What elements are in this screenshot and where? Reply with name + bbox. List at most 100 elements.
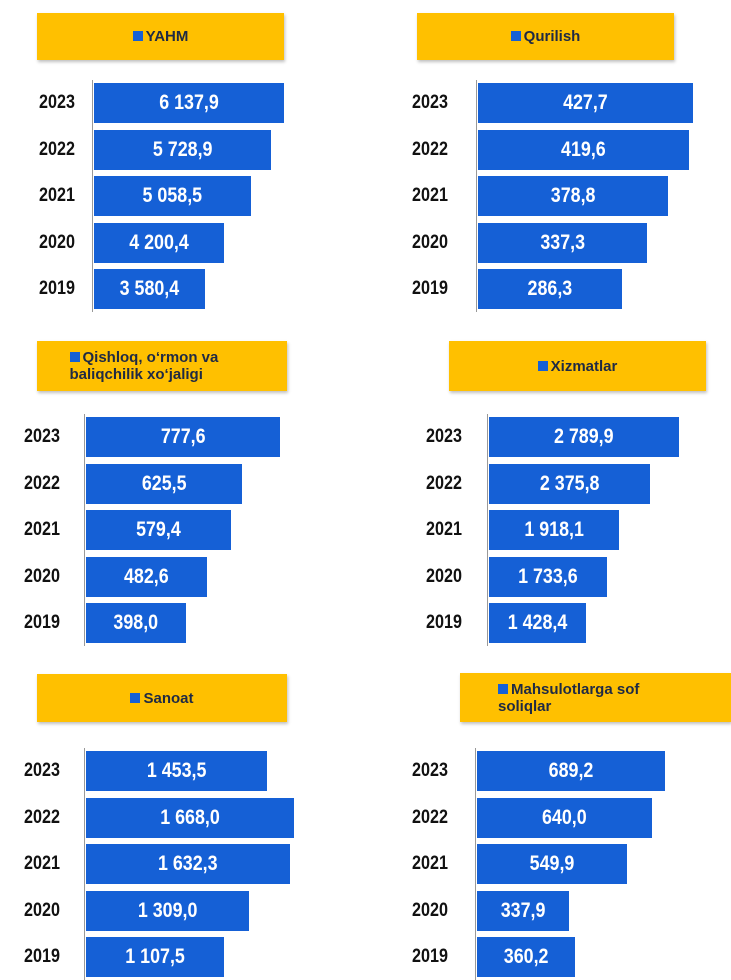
bar [94, 83, 285, 123]
bar [489, 510, 620, 550]
y-tick-label: 2019 [412, 278, 448, 299]
category-axis [475, 748, 476, 980]
chart-title: Mahsulotlarga sof soliqlar [498, 680, 640, 715]
data-label: 689,2 [548, 759, 594, 782]
y-tick-label: 2019 [39, 278, 75, 299]
header-text: YAHM [132, 28, 189, 45]
bar [94, 222, 225, 263]
data-label: 337,9 [500, 898, 546, 922]
bar [86, 510, 231, 550]
category-axis [476, 80, 477, 312]
data-label: 1 453,5 [146, 759, 207, 782]
y-tick-label: 2021 [426, 519, 462, 540]
category-axis [487, 414, 488, 646]
chart-title: YAHM [145, 28, 189, 45]
y-tick-label: 2020 [24, 565, 61, 587]
data-label: 427,7 [563, 91, 608, 114]
data-label: 337,3 [540, 230, 586, 254]
header-text: Qurilish [510, 28, 581, 45]
panel-header: Qishloq, o‘rmon va baliqchilik xo‘jaligi [37, 341, 287, 391]
y-tick-label: 2021 [412, 185, 448, 206]
panel-header: Sanoat [37, 674, 287, 722]
category-axis [84, 748, 85, 980]
y-tick-label: 2020 [412, 899, 448, 921]
y-tick-label: 2020 [24, 899, 61, 921]
data-label: 1 733,6 [518, 564, 578, 588]
bar [94, 176, 251, 216]
bar [86, 937, 225, 977]
y-tick-label: 2021 [39, 185, 75, 206]
data-label: 482,6 [123, 564, 169, 588]
data-label: 419,6 [561, 137, 606, 161]
bar [489, 556, 607, 597]
y-tick-label: 2019 [426, 612, 462, 633]
panel-header: YAHM [37, 13, 284, 60]
bar [477, 844, 628, 884]
data-label: 549,9 [529, 852, 575, 875]
y-tick-label: 2023 [412, 760, 448, 781]
legend-swatch [130, 692, 141, 703]
y-tick-label: 2022 [412, 138, 448, 160]
y-tick-label: 2022 [24, 806, 61, 828]
category-axis [84, 414, 85, 646]
bar [86, 463, 243, 504]
data-label: 360,2 [503, 945, 549, 968]
data-label: 1 107,5 [125, 945, 185, 968]
data-label: 777,6 [160, 425, 206, 448]
data-label: 5 728,9 [152, 137, 213, 161]
bar [86, 797, 294, 838]
header-text: Mahsulotlarga sof soliqlar [498, 681, 693, 715]
bar [489, 417, 679, 457]
header-text: Sanoat [130, 689, 194, 707]
y-tick-label: 2022 [24, 472, 61, 494]
legend-swatch [510, 31, 521, 41]
data-label: 2 789,9 [553, 425, 614, 448]
bar [86, 890, 250, 931]
chart-title: Qishloq, o‘rmon va baliqchilik xo‘jaligi [69, 349, 219, 383]
chart-title: Sanoat [143, 689, 194, 707]
y-tick-label: 2019 [412, 946, 448, 967]
data-label: 4 200,4 [129, 230, 189, 254]
y-tick-label: 2021 [412, 853, 448, 874]
bar [477, 890, 570, 931]
data-label: 2 375,8 [539, 471, 600, 495]
bar [489, 603, 587, 643]
bar [478, 83, 693, 123]
y-tick-label: 2022 [426, 472, 462, 494]
data-label: 1 632,3 [157, 852, 218, 875]
data-label: 1 309,0 [137, 898, 198, 922]
y-tick-label: 2021 [24, 519, 61, 540]
header-text: Qishloq, o‘rmon va baliqchilik xo‘jaligi [69, 349, 255, 383]
panel-header: Mahsulotlarga sof soliqlar [460, 673, 731, 722]
data-label: 625,5 [141, 471, 187, 495]
data-label: 640,0 [541, 805, 587, 829]
chart-title: Qurilish [523, 28, 581, 45]
y-tick-label: 2019 [24, 946, 61, 967]
bar [86, 556, 207, 597]
bar [94, 129, 272, 170]
y-tick-label: 2023 [412, 92, 448, 113]
y-tick-label: 2019 [24, 612, 61, 633]
bar [86, 751, 268, 791]
y-tick-label: 2020 [39, 231, 75, 253]
bar [478, 222, 648, 263]
y-tick-label: 2023 [24, 426, 61, 447]
legend-swatch [537, 360, 548, 371]
legend-swatch [498, 683, 508, 694]
y-tick-label: 2021 [24, 853, 61, 874]
data-label: 286,3 [527, 277, 573, 300]
y-tick-label: 2023 [24, 760, 61, 781]
bar [86, 844, 290, 884]
category-axis [92, 80, 93, 312]
header-text: Xizmatlar [537, 358, 617, 375]
y-tick-label: 2020 [412, 231, 448, 253]
bar [478, 129, 689, 170]
data-label: 6 137,9 [159, 91, 219, 114]
y-tick-label: 2022 [412, 806, 448, 828]
data-label: 378,8 [550, 184, 596, 207]
bar [477, 797, 652, 838]
data-label: 579,4 [136, 518, 181, 541]
data-label: 5 058,5 [142, 184, 203, 207]
bar [477, 751, 666, 791]
